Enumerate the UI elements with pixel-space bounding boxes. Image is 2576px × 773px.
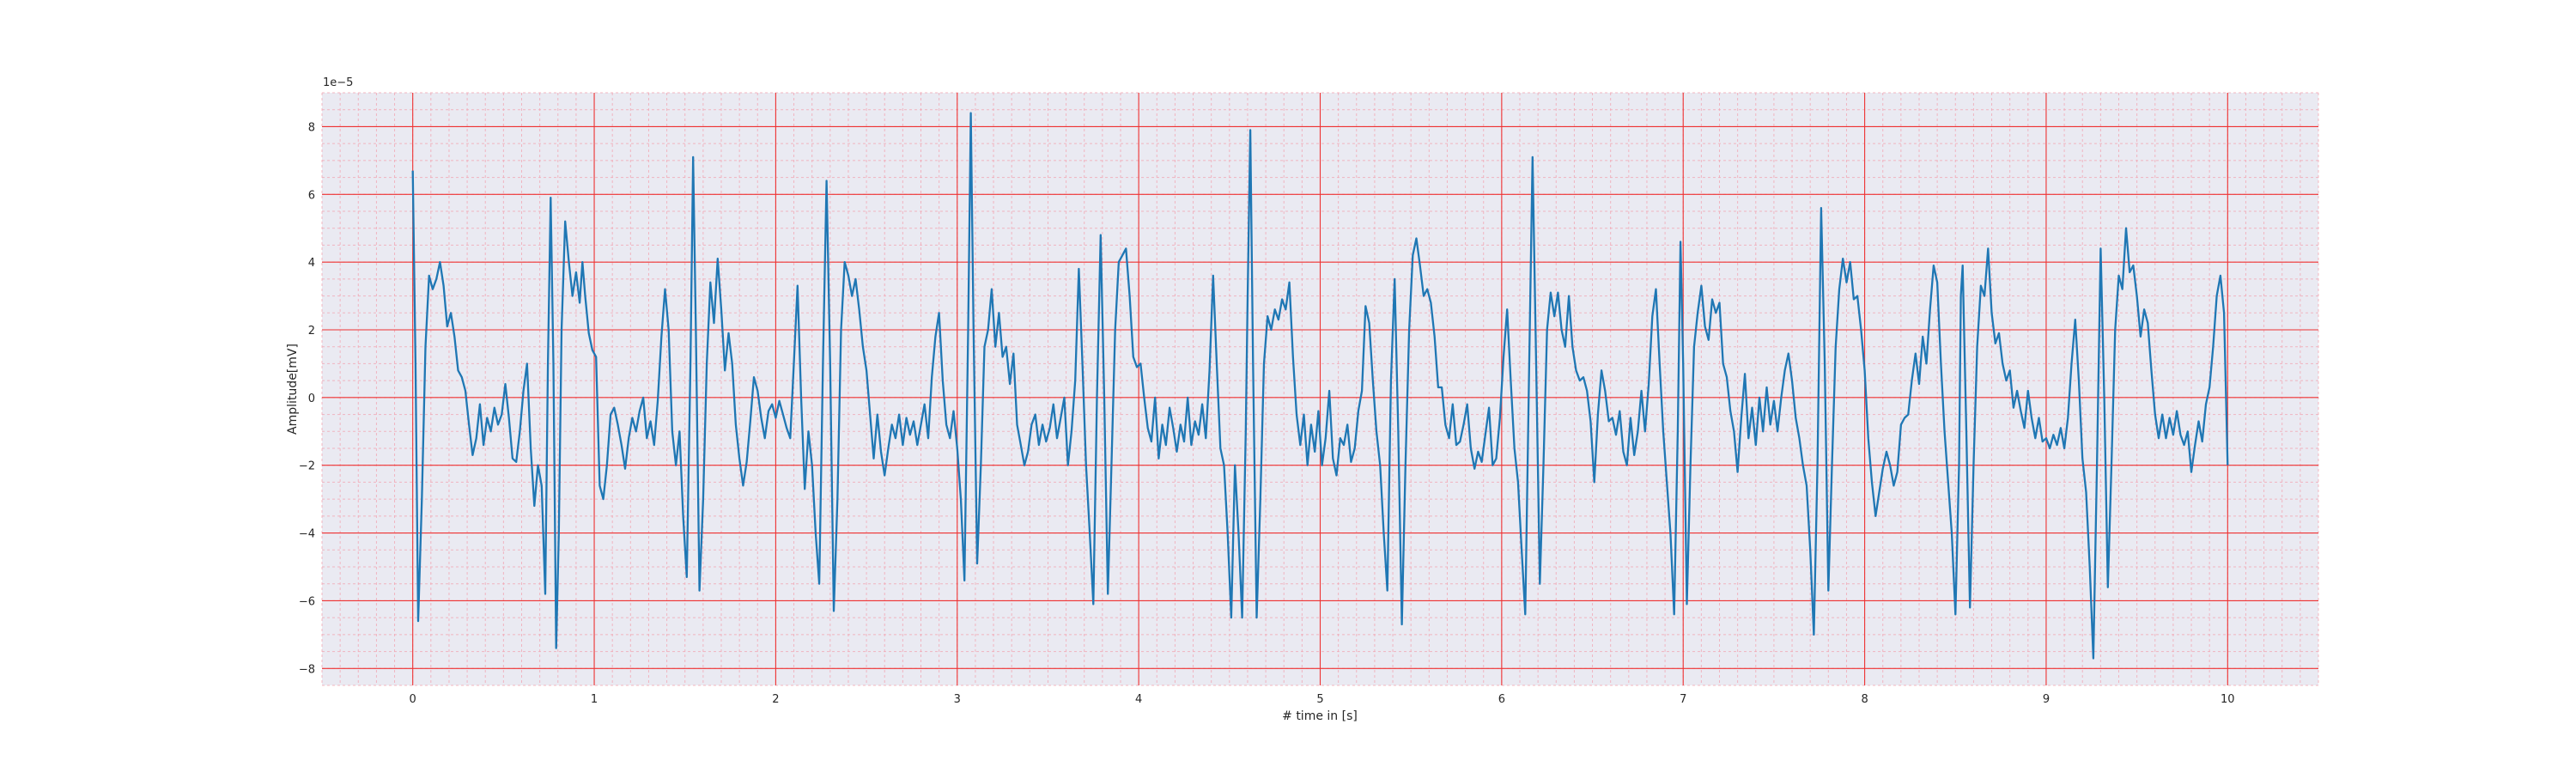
x-tick-label: 0 [410,693,416,706]
y-tick-label: 2 [308,325,315,338]
y-offset-label: 1e−5 [323,76,353,89]
y-axis-label: Amplitude[mV] [286,344,300,435]
x-tick-label: 4 [1135,693,1142,706]
x-axis-ticks: 0 1 2 3 4 5 6 7 8 9 10 [410,693,2235,706]
x-tick-label: 8 [1861,693,1868,706]
y-tick-label: −6 [299,595,315,608]
y-tick-label: 4 [308,257,315,270]
x-tick-label: 6 [1498,693,1505,706]
y-axis-ticks: −8 −6 −4 −2 0 2 4 6 8 [299,121,315,676]
x-tick-label: 2 [772,693,779,706]
signal-line [411,112,2229,660]
x-tick-label: 5 [1316,693,1323,706]
x-tick-label: 3 [954,693,961,706]
x-tick-label: 7 [1680,693,1686,706]
x-tick-label: 1 [591,693,598,706]
x-tick-label: 9 [2043,693,2050,706]
y-tick-label: 8 [308,121,315,134]
y-tick-label: −2 [299,460,315,473]
x-tick-label: 10 [2221,693,2235,706]
y-tick-label: 6 [308,189,315,202]
y-tick-label: 0 [308,393,315,405]
y-tick-label: −8 [299,663,315,676]
x-axis-label: # time in [s] [1282,709,1358,723]
y-tick-label: −4 [299,528,315,541]
